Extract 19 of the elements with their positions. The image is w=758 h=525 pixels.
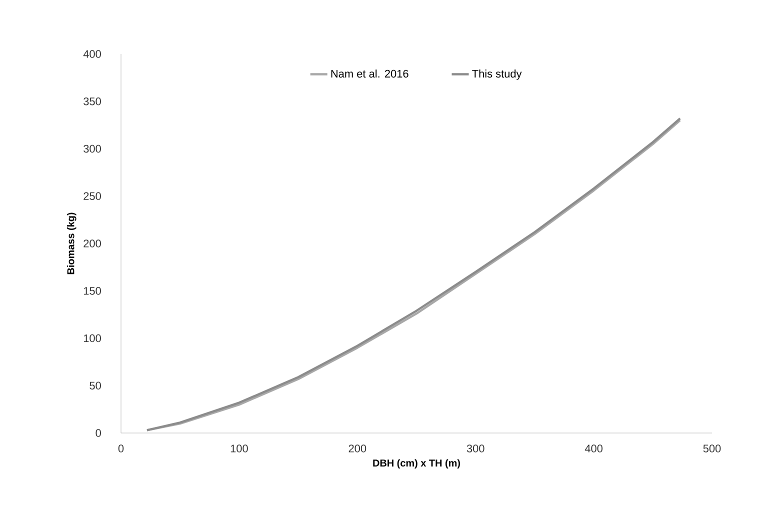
y-tick-label: 400 [83, 50, 101, 58]
x-tick-label: 0 [118, 444, 124, 452]
y-tick-label: 100 [84, 334, 101, 342]
x-tick-label: 200 [348, 444, 366, 452]
y-tick-label: 350 [84, 98, 101, 106]
x-tick-label: 500 [703, 444, 721, 452]
y-tick-label: 300 [84, 144, 101, 153]
y-axis-title: Biomass (kg) [66, 212, 76, 274]
y-tick-label: 200 [84, 240, 101, 248]
x-axis-title: DBH (cm) x TH (m) [373, 459, 460, 469]
x-tick-label: 100 [230, 444, 248, 452]
x-tick-label: 400 [584, 444, 603, 452]
y-tick-label: 0 [96, 429, 101, 437]
legend-label: This study [472, 70, 522, 80]
y-tick-label: 50 [90, 382, 101, 390]
legend-label: Nam et al. 2016 [331, 70, 408, 78]
y-tick-label: 250 [84, 192, 101, 200]
y-tick-label: 150 [84, 287, 101, 295]
x-tick-label: 300 [466, 444, 484, 452]
